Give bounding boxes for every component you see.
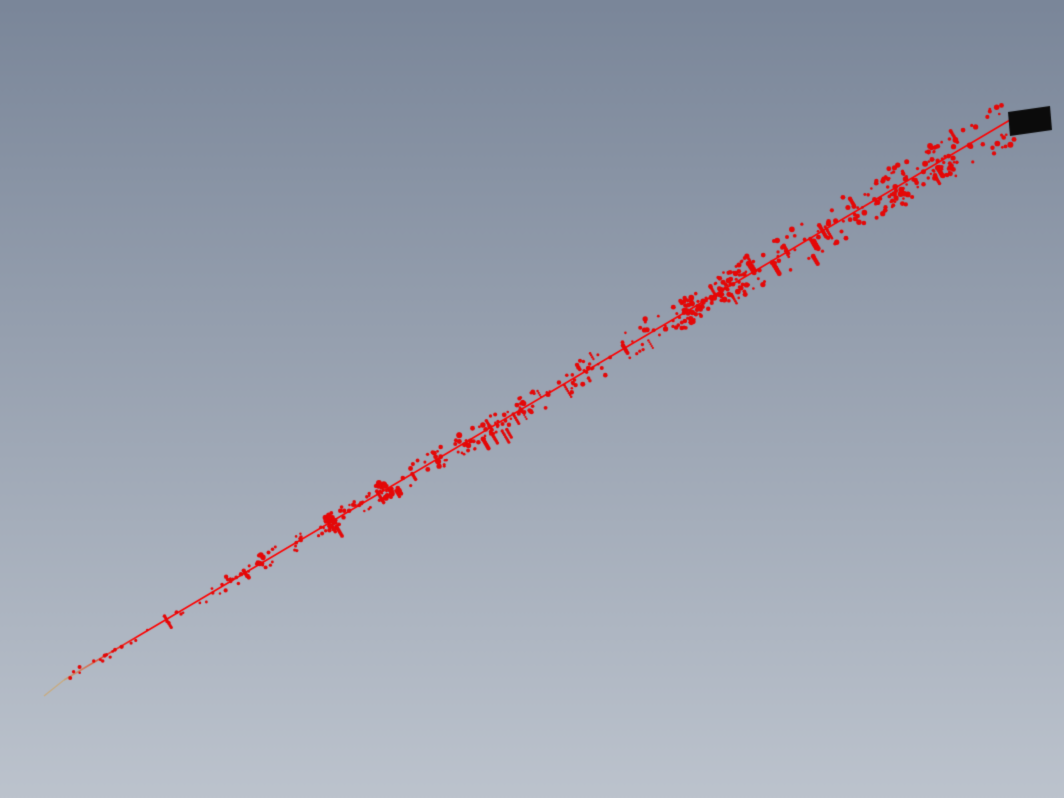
scatter-canvas[interactable] — [0, 0, 1064, 798]
render-viewport[interactable] — [0, 0, 1064, 798]
